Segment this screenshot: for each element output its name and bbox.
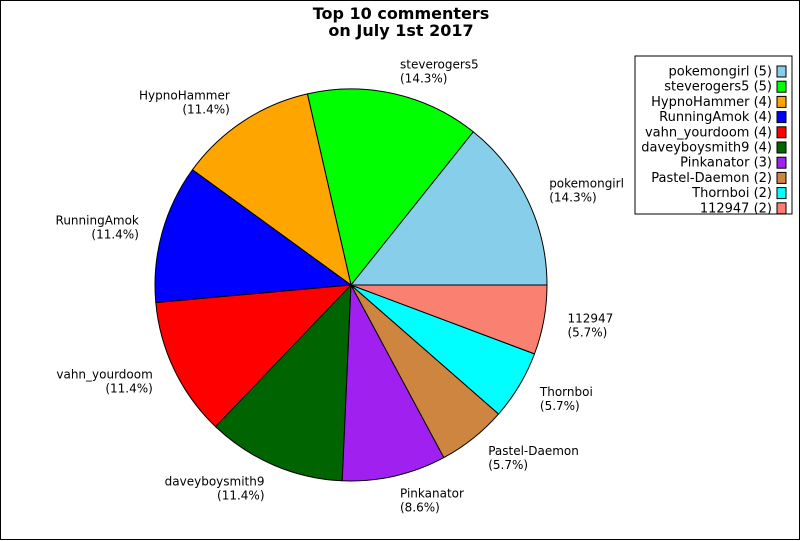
pie-slice-RunningAmok bbox=[154, 169, 352, 304]
slice-percent-pokemongirl: (14.3%) bbox=[549, 191, 596, 205]
pie-slice-pokemongirl bbox=[350, 131, 548, 286]
legend-label-Thornboi: Thornboi (2) bbox=[691, 186, 772, 201]
pie-slices bbox=[154, 88, 548, 482]
pie-slice-Pinkanator bbox=[341, 284, 445, 482]
chart-title-line-2: on July 1st 2017 bbox=[328, 21, 473, 40]
legend-swatch-112947 bbox=[776, 202, 787, 215]
slice-label-pokemongirl: pokemongirl bbox=[549, 177, 624, 191]
pie-slice-112947 bbox=[350, 284, 548, 355]
legend-swatch-RunningAmok bbox=[776, 111, 787, 124]
legend-swatch-vahn_yourdoom bbox=[776, 126, 787, 139]
slice-label-Thornboi: Thornboi bbox=[539, 385, 593, 399]
legend-label-112947: 112947 (2) bbox=[700, 201, 772, 216]
slice-label-Pinkanator: Pinkanator bbox=[400, 487, 464, 501]
legend-label-Pastel-Daemon: Pastel-Daemon (2) bbox=[651, 171, 772, 186]
legend-label-steverogers5: steverogers5 (5) bbox=[664, 80, 772, 95]
pie-slice-vahn_yourdoom bbox=[155, 284, 352, 428]
legend-swatch-steverogers5 bbox=[776, 80, 787, 93]
legend-label-vahn_yourdoom: vahn_yourdoom (4) bbox=[645, 125, 772, 140]
slice-percent-Pastel-Daemon: (5.7%) bbox=[488, 458, 528, 472]
pie-slice-HypnoHammer bbox=[191, 93, 352, 286]
slice-percent-steverogers5: (14.3%) bbox=[400, 72, 447, 86]
slice-percent-Pinkanator: (8.6%) bbox=[400, 501, 440, 515]
slice-label-HypnoHammer: HypnoHammer bbox=[139, 88, 230, 102]
slice-percent-RunningAmok: (11.4%) bbox=[91, 228, 138, 242]
legend-label-RunningAmok: RunningAmok (4) bbox=[659, 110, 772, 125]
pie-slice-daveyboysmith9 bbox=[215, 284, 352, 482]
slice-percent-daveyboysmith9: (11.4%) bbox=[217, 488, 264, 502]
slice-label-vahn_yourdoom: vahn_yourdoom bbox=[56, 368, 152, 382]
slice-label-RunningAmok: RunningAmok bbox=[56, 214, 139, 228]
chart-title-line-1: Top 10 commenters bbox=[313, 4, 490, 23]
slice-label-112947: 112947 bbox=[568, 311, 614, 325]
slice-percent-Thornboi: (5.7%) bbox=[540, 399, 580, 413]
legend-label-Pinkanator: Pinkanator (3) bbox=[680, 156, 772, 171]
legend-swatch-pokemongirl bbox=[776, 65, 787, 78]
legend-label-HypnoHammer: HypnoHammer (4) bbox=[651, 95, 772, 110]
legend: pokemongirl (5)steverogers5 (5)HypnoHamm… bbox=[634, 55, 793, 216]
slice-percent-HypnoHammer: (11.4%) bbox=[182, 102, 229, 116]
slice-label-steverogers5: steverogers5 bbox=[400, 58, 479, 72]
legend-swatch-Pastel-Daemon bbox=[776, 171, 787, 184]
legend-swatch-HypnoHammer bbox=[776, 95, 787, 108]
legend-box bbox=[634, 55, 793, 215]
slice-percent-112947: (5.7%) bbox=[568, 325, 608, 339]
slice-label-daveyboysmith9: daveyboysmith9 bbox=[165, 474, 265, 488]
slice-label-Pastel-Daemon: Pastel-Daemon bbox=[488, 444, 579, 458]
legend-swatch-Pinkanator bbox=[776, 156, 787, 169]
legend-label-daveyboysmith9: daveyboysmith9 (4) bbox=[641, 141, 772, 156]
legend-swatch-Thornboi bbox=[776, 187, 787, 200]
legend-label-pokemongirl: pokemongirl (5) bbox=[669, 65, 773, 80]
legend-swatch-daveyboysmith9 bbox=[776, 141, 787, 154]
pie-slice-steverogers5 bbox=[306, 88, 474, 286]
slice-labels: pokemongirl(14.3%)steverogers5(14.3%)Hyp… bbox=[56, 58, 624, 515]
slice-percent-vahn_yourdoom: (11.4%) bbox=[105, 382, 152, 396]
